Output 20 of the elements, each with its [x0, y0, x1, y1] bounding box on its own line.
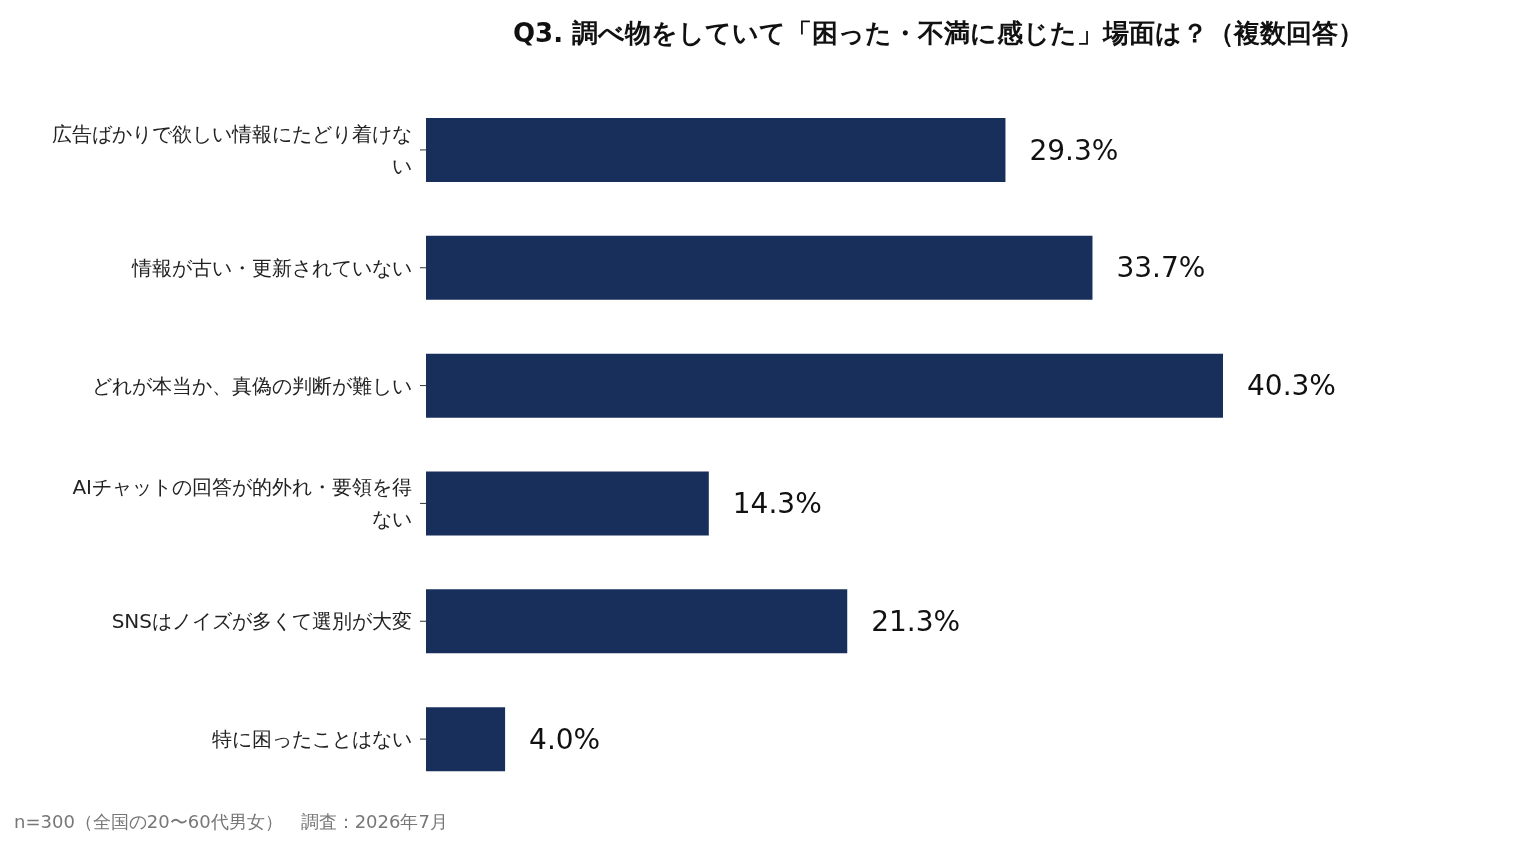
text: n=300（全国の20〜60代男女） 調査：2026年7月	[14, 810, 449, 834]
data-label: 4.0%	[529, 722, 601, 756]
data-label: 40.3%	[1247, 369, 1336, 403]
bar	[426, 235, 1093, 300]
chart-title: Q3. 調べ物をしていて「困った・不満に感じた」場面は？（複数回答）	[512, 16, 1366, 50]
bar	[426, 589, 848, 654]
data-label: 33.7%	[1116, 251, 1206, 285]
bar	[426, 353, 1223, 418]
y-tick-label: どれが本当か、真偽の判断が難しい	[92, 373, 412, 398]
data-label: 29.3%	[1029, 133, 1119, 167]
data-label: 14.3%	[732, 487, 822, 520]
bar	[426, 707, 506, 772]
bar	[426, 471, 709, 536]
y-tick-label: 特に困ったことはない	[212, 727, 412, 752]
bar	[426, 118, 1006, 182]
data-label: 21.3%	[871, 604, 961, 638]
y-tick-label: SNSはノイズが多くて選別が大変	[111, 609, 412, 634]
y-tick-label: 広告ばかりで欲しい情報にたどり着けない	[52, 121, 412, 178]
y-tick-label: 情報が古い・更新されていない	[131, 255, 412, 280]
y-tick-label: AIチャットの回答が的外れ・要領を得ない	[72, 475, 412, 532]
